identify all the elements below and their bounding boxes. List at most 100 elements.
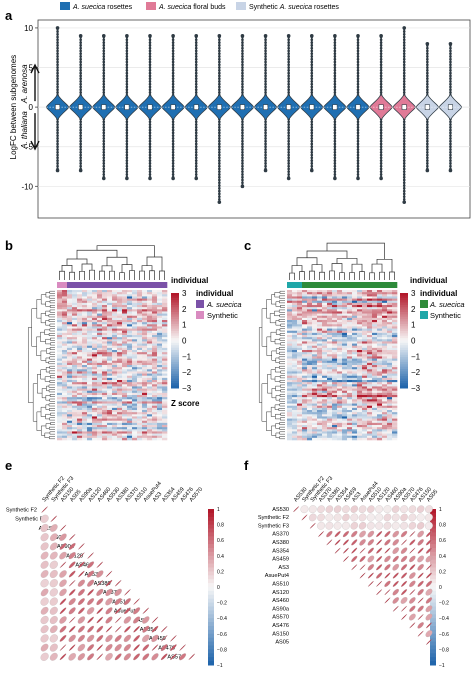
- heatmap-cell: [327, 420, 333, 424]
- heatmap-cell: [377, 433, 383, 437]
- heatmap-cell: [62, 302, 68, 306]
- heatmap-cell: [392, 337, 398, 340]
- heatmap-cell: [77, 407, 83, 411]
- heatmap-cell: [342, 437, 348, 441]
- outlier-point: [333, 60, 337, 64]
- heatmap-cell: [382, 399, 388, 402]
- e-colorbar-step: [208, 653, 214, 658]
- heatmap-cell: [122, 330, 128, 334]
- outlier-point: [148, 120, 152, 124]
- heatmap-cell: [137, 362, 143, 366]
- outlier-point: [402, 128, 406, 132]
- heatmap-cell: [157, 309, 163, 312]
- heatmap-cell: [382, 418, 388, 422]
- heatmap-cell: [287, 437, 293, 441]
- outlier-point: [194, 162, 198, 165]
- heatmap-cell: [317, 397, 323, 400]
- outlier-point: [356, 170, 360, 173]
- e-corr-ellipse: [170, 644, 177, 651]
- plot-frame: [37, 19, 471, 219]
- heatmap-cell: [92, 431, 98, 434]
- heatmap-cell: [392, 388, 398, 392]
- f-corr-ellipse: [400, 521, 408, 530]
- heatmap-cell: [117, 292, 123, 295]
- heatmap-cell: [287, 369, 293, 372]
- heatmap-cell: [377, 354, 383, 357]
- annotation-cell: [137, 282, 143, 288]
- heatmap-cell: [97, 403, 103, 407]
- dendrogram-branch: [31, 308, 37, 347]
- outlier-point: [148, 139, 152, 143]
- heatmap-cell: [337, 375, 343, 379]
- heatmap-cell: [292, 311, 298, 314]
- heatmap-cell: [357, 382, 363, 385]
- heatmap-cell: [87, 388, 93, 392]
- heatmap-cell: [97, 437, 103, 441]
- dendrogram-branch: [329, 270, 335, 280]
- heatmap-cell: [287, 356, 293, 359]
- outlier-point: [356, 142, 360, 146]
- heatmap-cell: [157, 360, 163, 364]
- heatmap-cell: [122, 352, 128, 355]
- heatmap-cell: [302, 302, 308, 306]
- heatmap-cell: [137, 300, 143, 304]
- heatmap-cell: [147, 410, 153, 413]
- outlier-point: [333, 131, 337, 135]
- heatmap-cell: [312, 307, 318, 310]
- heatmap-cell: [122, 412, 128, 415]
- heatmap-cell: [107, 422, 113, 426]
- heatmap-cell: [137, 360, 143, 364]
- heatmap-cell: [322, 410, 328, 413]
- outlier-point: [449, 150, 452, 154]
- heatmap-cell: [332, 429, 338, 432]
- outlier-point: [402, 52, 406, 55]
- heatmap-cell: [77, 292, 83, 295]
- heatmap-cell: [342, 332, 348, 336]
- f-corr-ellipse: [359, 530, 366, 538]
- heatmap-cell: [117, 322, 123, 325]
- heatmap-cell: [322, 345, 328, 349]
- outlier-point: [125, 38, 129, 42]
- annotation-cell: [367, 282, 373, 288]
- outlier-point: [171, 134, 175, 137]
- heatmap-cell: [377, 341, 383, 344]
- outlier-point: [287, 80, 290, 83]
- heatmap-cell: [357, 350, 363, 353]
- heatmap-cell: [392, 403, 398, 407]
- f-corr-ellipse: [384, 555, 391, 563]
- heatmap-cell: [77, 425, 83, 428]
- e-corr-ellipse: [151, 625, 159, 633]
- heatmap-cell: [87, 371, 93, 374]
- heatmap-cell: [157, 416, 163, 419]
- f-corr-ellipse: [401, 614, 407, 620]
- dendrogram-branch: [48, 319, 55, 322]
- outlier-point: [449, 164, 452, 168]
- heatmap-cell: [92, 392, 98, 396]
- heatmap-cell: [57, 337, 63, 340]
- f-corr-ellipse: [417, 622, 424, 629]
- heatmap-cell: [287, 407, 293, 411]
- heatmap-cell: [112, 290, 118, 293]
- heatmap-cell: [62, 369, 68, 372]
- outlier-point: [79, 148, 82, 151]
- heatmap-cell: [112, 377, 118, 381]
- heatmap-cell: [307, 356, 313, 359]
- outlier-point: [264, 159, 267, 162]
- heatmap-cell: [57, 330, 63, 334]
- outlier-point: [356, 46, 360, 50]
- heatmap-cell: [112, 360, 118, 364]
- heatmap-cell: [327, 335, 333, 338]
- heatmap-cell: [117, 356, 123, 359]
- heatmap-cell: [67, 395, 73, 398]
- heatmap-cell: [152, 352, 158, 355]
- heatmap-cell: [57, 433, 63, 437]
- heatmap-cell: [362, 429, 368, 432]
- outlier-point: [218, 162, 221, 165]
- heatmap-cell: [297, 317, 303, 321]
- heatmap-cell: [307, 410, 313, 413]
- outlier-point: [171, 167, 175, 171]
- heatmap-cell: [92, 410, 98, 413]
- outlier-point: [287, 120, 290, 124]
- heatmap-cell: [72, 337, 78, 340]
- outlier-point: [218, 156, 221, 160]
